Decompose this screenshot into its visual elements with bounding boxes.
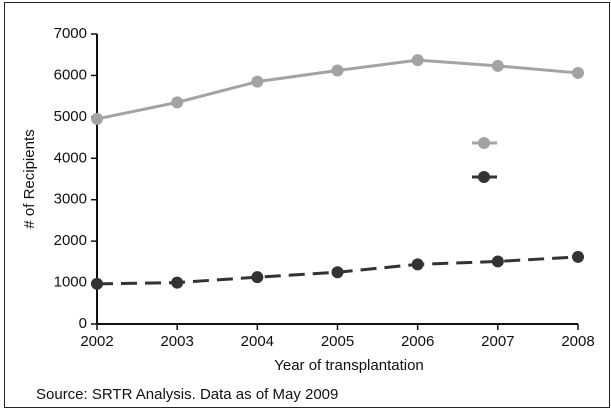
x-tick-label: 2005 — [321, 333, 354, 350]
data-point — [251, 75, 264, 88]
data-point — [251, 271, 264, 284]
data-point — [331, 266, 344, 279]
data-point — [572, 66, 584, 79]
x-axis-label: Year of transplantation — [274, 357, 424, 374]
legend-marker — [478, 171, 490, 183]
data-point — [411, 54, 424, 67]
legend-marker — [478, 137, 490, 149]
data-point — [411, 258, 424, 271]
x-tick-label: 2004 — [241, 333, 274, 350]
y-tick-label: 4000 — [54, 149, 87, 166]
x-tick-label: 2008 — [561, 333, 594, 350]
y-tick-label: 6000 — [54, 66, 87, 83]
x-tick-label: 2006 — [401, 333, 434, 350]
y-tick-label: 3000 — [54, 191, 87, 208]
y-tick-label: 1000 — [54, 274, 87, 291]
x-tick-label: 2007 — [481, 333, 514, 350]
data-point — [491, 255, 504, 268]
y-tick-label: 7000 — [54, 25, 87, 42]
y-tick-label: 0 — [79, 315, 87, 332]
data-point — [331, 64, 344, 77]
data-point — [171, 96, 184, 109]
y-tick-label: 2000 — [54, 232, 87, 249]
y-axis-label: # of Recipients — [21, 129, 38, 228]
frame — [4, 2, 610, 408]
data-point — [491, 59, 504, 72]
data-point — [572, 250, 584, 263]
data-point — [91, 112, 103, 125]
y-tick-label: 5000 — [54, 108, 87, 125]
source-note: Source: SRTR Analysis. Data as of May 20… — [36, 386, 338, 403]
x-tick-label: 2003 — [160, 333, 193, 350]
data-point — [91, 277, 103, 290]
x-tick-label: 2002 — [80, 333, 113, 350]
data-point — [171, 276, 184, 289]
